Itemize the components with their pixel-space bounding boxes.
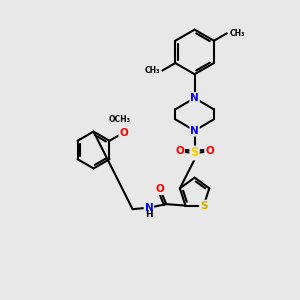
Text: N: N bbox=[190, 126, 199, 136]
Text: S: S bbox=[190, 146, 199, 160]
Text: O: O bbox=[156, 184, 165, 194]
Text: H: H bbox=[145, 210, 153, 219]
Text: CH₃: CH₃ bbox=[145, 66, 160, 75]
Text: OCH₃: OCH₃ bbox=[109, 115, 131, 124]
Text: S: S bbox=[200, 201, 207, 211]
Text: N: N bbox=[145, 203, 153, 213]
Text: O: O bbox=[205, 146, 214, 157]
Text: N: N bbox=[190, 93, 199, 103]
Text: O: O bbox=[175, 146, 184, 157]
Text: O: O bbox=[119, 128, 128, 138]
Text: CH₃: CH₃ bbox=[229, 29, 244, 38]
